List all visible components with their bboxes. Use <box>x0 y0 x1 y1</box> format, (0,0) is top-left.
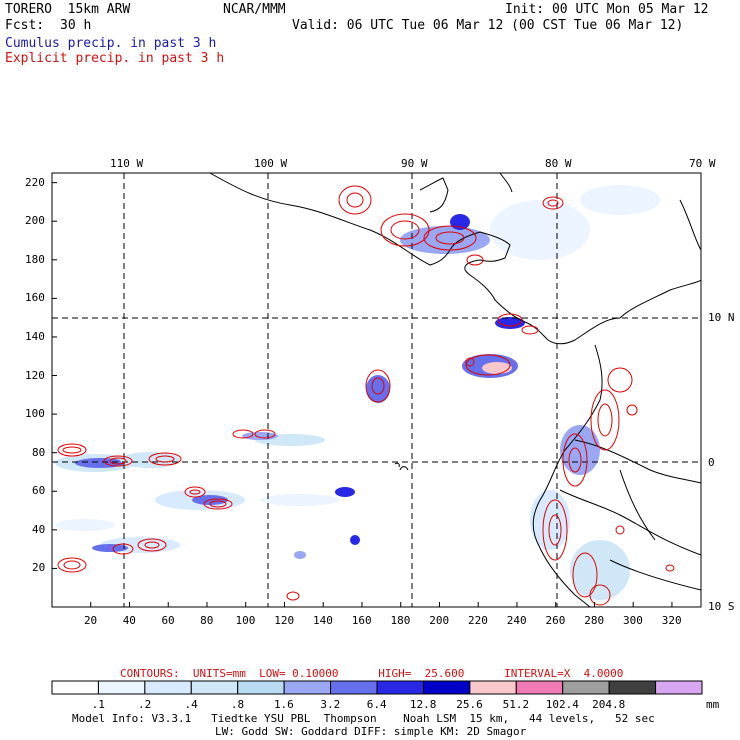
y-tick-label: 20 <box>32 561 46 575</box>
y-tick-label: 160 <box>25 291 45 305</box>
y-tick-label: 80 <box>32 445 46 459</box>
model-info-line2: LW: Godd SW: Goddard DIFF: simple KM: 2D… <box>215 725 527 738</box>
lon-label-100w: 100 W <box>254 157 288 170</box>
x-tick-label: 40 <box>122 614 136 627</box>
x-tick-label: 200 <box>429 614 450 627</box>
x-tick-label: 140 <box>313 614 333 627</box>
x-tick-label: 220 <box>468 614 488 627</box>
legend-label: 51.2 <box>502 698 530 711</box>
lon-label-80w: 80 W <box>545 157 572 170</box>
legend-swatch <box>608 680 657 695</box>
legend-label: .4 <box>184 698 198 711</box>
lon-label-90w: 90 W <box>401 157 428 170</box>
lat-label-0: 0 <box>708 456 715 469</box>
contours-info: CONTOURS: UNITS=mm LOW= 0.10000 HIGH= 25… <box>120 667 624 680</box>
legend-swatch <box>237 680 285 695</box>
lat-label-10n: 10 N <box>708 311 735 324</box>
model-title: TORERO 15km ARW <box>5 2 131 17</box>
legend-label: 6.4 <box>366 698 387 711</box>
x-tick-label: 240 <box>506 614 527 627</box>
legend-label: .8 <box>230 698 245 711</box>
field-2-label: Explicit precip. in past 3 h <box>5 51 225 66</box>
y-tick-label: 60 <box>32 484 46 498</box>
legend-label: 204.8 <box>592 698 626 711</box>
lon-label-110w: 110 W <box>110 157 144 170</box>
lat-label-10s: 10 S <box>708 600 735 613</box>
x-tick-label: 260 <box>545 614 566 627</box>
x-tick-label: 160 <box>351 614 372 627</box>
coastlines <box>209 172 702 608</box>
x-tick-label: 180 <box>390 614 411 627</box>
explicit-precip-contours <box>57 185 675 606</box>
legend-swatch <box>515 680 564 695</box>
color-legend <box>51 680 703 695</box>
legend-swatch <box>51 680 99 695</box>
forecast-hour: 30 h <box>60 18 92 33</box>
legend-unit: mm <box>706 698 720 711</box>
x-tick-label: 320 <box>661 614 682 627</box>
legend-label: 102.4 <box>545 698 579 711</box>
x-tick-label: 60 <box>161 614 175 627</box>
legend-swatch <box>422 680 471 695</box>
legend-label: 25.6 <box>456 698 483 711</box>
y-tick-label: 180 <box>25 252 45 266</box>
legend-swatch <box>469 680 517 695</box>
legend-label: 12.8 <box>409 698 437 711</box>
y-tick-label: 100 <box>25 407 45 421</box>
legend-label: .2 <box>138 698 152 711</box>
model-info-line1: Model Info: V3.3.1 Tiedtke YSU PBL Thomp… <box>72 712 655 725</box>
y-tick-label: 200 <box>25 214 45 228</box>
y-tick-label: 140 <box>25 329 45 343</box>
y-tick-label: 120 <box>25 368 45 382</box>
org-label: NCAR/MMM <box>223 2 286 17</box>
y-tick-label: 220 <box>25 175 45 189</box>
x-tick-label: 120 <box>274 614 295 627</box>
legend-swatch <box>655 680 703 695</box>
forecast-label: Fcst: <box>5 18 45 33</box>
init-time: Init: 00 UTC Mon 05 Mar 12 <box>505 2 709 17</box>
axis-ticks <box>52 182 673 607</box>
x-tick-label: 280 <box>584 614 605 627</box>
map-frame <box>51 172 702 608</box>
y-tick-label: 40 <box>32 522 46 536</box>
x-tick-label: 300 <box>622 614 643 627</box>
lon-label-70w: 70 W <box>689 157 716 170</box>
legend-label: 3.2 <box>320 698 341 711</box>
legend-label: 1.6 <box>273 698 294 711</box>
legend-swatch <box>562 680 610 695</box>
legend-swatch <box>330 680 378 695</box>
legend-swatch <box>283 680 332 695</box>
x-tick-label: 100 <box>235 614 256 627</box>
legend-swatch <box>376 680 424 695</box>
legend-swatch <box>190 680 239 695</box>
cumulus-precip-areas <box>55 185 660 600</box>
legend-swatch <box>97 680 146 695</box>
x-tick-label: 80 <box>200 614 214 627</box>
legend-label: .1 <box>91 698 105 711</box>
valid-time: Valid: 06 UTC Tue 06 Mar 12 (00 CST Tue … <box>292 18 684 33</box>
legend-swatch <box>144 680 192 695</box>
field-1-label: Cumulus precip. in past 3 h <box>5 36 217 51</box>
x-tick-label: 20 <box>83 614 98 627</box>
